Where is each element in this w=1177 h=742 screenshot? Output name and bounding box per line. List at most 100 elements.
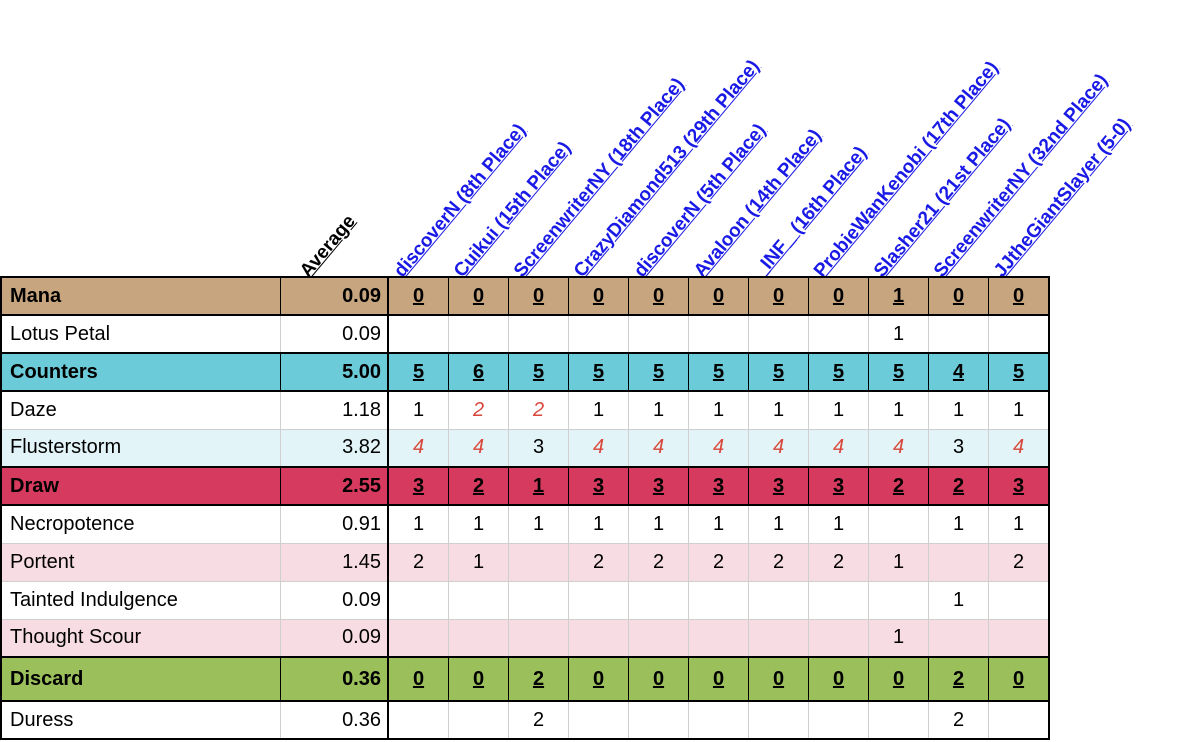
count-cell[interactable] — [387, 580, 449, 620]
count-cell[interactable]: 2 — [448, 390, 509, 430]
count-cell[interactable]: 1 — [448, 504, 509, 544]
count-cell[interactable]: 1 — [868, 390, 929, 430]
count-cell[interactable] — [748, 700, 809, 740]
count-cell[interactable]: 3 — [628, 466, 689, 506]
count-cell[interactable]: 1 — [748, 504, 809, 544]
count-cell[interactable]: 4 — [387, 428, 449, 468]
count-cell[interactable]: 3 — [508, 428, 569, 468]
count-cell[interactable] — [568, 580, 629, 620]
count-cell[interactable]: 1 — [628, 504, 689, 544]
count-cell[interactable]: 1 — [508, 504, 569, 544]
count-cell[interactable] — [748, 580, 809, 620]
count-cell[interactable]: 5 — [748, 352, 809, 392]
count-cell[interactable] — [508, 542, 569, 582]
count-cell[interactable]: 4 — [868, 428, 929, 468]
count-cell[interactable]: 0 — [688, 656, 749, 702]
count-cell[interactable] — [448, 580, 509, 620]
count-cell[interactable]: 1 — [928, 580, 989, 620]
count-cell[interactable] — [808, 618, 869, 658]
count-cell[interactable] — [628, 580, 689, 620]
count-cell[interactable]: 2 — [868, 466, 929, 506]
count-cell[interactable]: 0 — [808, 276, 869, 316]
card-name[interactable]: Necropotence — [0, 504, 281, 544]
average-value[interactable]: 2.55 — [280, 466, 389, 506]
card-name[interactable]: Lotus Petal — [0, 314, 281, 354]
count-cell[interactable]: 0 — [448, 276, 509, 316]
count-cell[interactable]: 2 — [508, 700, 569, 740]
count-cell[interactable]: 2 — [448, 466, 509, 506]
count-cell[interactable] — [868, 580, 929, 620]
count-cell[interactable] — [387, 618, 449, 658]
count-cell[interactable]: 2 — [748, 542, 809, 582]
count-cell[interactable] — [508, 618, 569, 658]
count-cell[interactable]: 1 — [688, 504, 749, 544]
count-cell[interactable] — [448, 618, 509, 658]
count-cell[interactable]: 1 — [868, 618, 929, 658]
count-cell[interactable]: 3 — [748, 466, 809, 506]
count-cell[interactable]: 2 — [508, 390, 569, 430]
count-cell[interactable]: 0 — [568, 656, 629, 702]
card-name[interactable]: Flusterstorm — [0, 428, 281, 468]
count-cell[interactable] — [808, 700, 869, 740]
count-cell[interactable] — [928, 542, 989, 582]
count-cell[interactable]: 1 — [568, 390, 629, 430]
count-cell[interactable]: 3 — [928, 428, 989, 468]
count-cell[interactable]: 5 — [808, 352, 869, 392]
count-cell[interactable] — [688, 618, 749, 658]
card-name[interactable]: Thought Scour — [0, 618, 281, 658]
count-cell[interactable]: 4 — [448, 428, 509, 468]
count-cell[interactable]: 2 — [808, 542, 869, 582]
average-value[interactable]: 0.09 — [280, 276, 389, 316]
category-name[interactable]: Counters — [0, 352, 281, 392]
count-cell[interactable] — [628, 618, 689, 658]
count-cell[interactable]: 1 — [748, 390, 809, 430]
card-name[interactable]: Tainted Indulgence — [0, 580, 281, 620]
count-cell[interactable] — [628, 700, 689, 740]
count-cell[interactable] — [508, 580, 569, 620]
count-cell[interactable]: 1 — [808, 504, 869, 544]
count-cell[interactable] — [928, 314, 989, 354]
count-cell[interactable]: 2 — [568, 542, 629, 582]
count-cell[interactable]: 0 — [628, 276, 689, 316]
count-cell[interactable] — [988, 314, 1050, 354]
count-cell[interactable]: 1 — [928, 504, 989, 544]
count-cell[interactable]: 4 — [988, 428, 1050, 468]
count-cell[interactable]: 1 — [387, 504, 449, 544]
count-cell[interactable]: 2 — [928, 466, 989, 506]
count-cell[interactable] — [988, 618, 1050, 658]
count-cell[interactable]: 5 — [508, 352, 569, 392]
count-cell[interactable]: 5 — [568, 352, 629, 392]
average-value[interactable]: 0.09 — [280, 618, 389, 658]
average-value[interactable]: 0.09 — [280, 580, 389, 620]
count-cell[interactable] — [508, 314, 569, 354]
count-cell[interactable] — [568, 618, 629, 658]
count-cell[interactable] — [748, 618, 809, 658]
count-cell[interactable] — [688, 700, 749, 740]
count-cell[interactable]: 3 — [988, 466, 1050, 506]
count-cell[interactable]: 0 — [988, 656, 1050, 702]
count-cell[interactable] — [748, 314, 809, 354]
count-cell[interactable] — [988, 580, 1050, 620]
count-cell[interactable]: 1 — [628, 390, 689, 430]
count-cell[interactable]: 2 — [628, 542, 689, 582]
count-cell[interactable]: 2 — [508, 656, 569, 702]
player-column-header[interactable]: _INF_ (16th Place) — [750, 142, 872, 282]
count-cell[interactable]: 1 — [868, 314, 929, 354]
count-cell[interactable] — [448, 314, 509, 354]
count-cell[interactable]: 2 — [688, 542, 749, 582]
count-cell[interactable]: 4 — [688, 428, 749, 468]
count-cell[interactable]: 3 — [808, 466, 869, 506]
count-cell[interactable]: 3 — [387, 466, 449, 506]
card-name[interactable]: Daze — [0, 390, 281, 430]
count-cell[interactable]: 2 — [928, 700, 989, 740]
count-cell[interactable]: 1 — [868, 276, 929, 316]
count-cell[interactable] — [387, 700, 449, 740]
count-cell[interactable]: 1 — [988, 504, 1050, 544]
count-cell[interactable]: 0 — [748, 276, 809, 316]
count-cell[interactable] — [568, 314, 629, 354]
count-cell[interactable] — [988, 700, 1050, 740]
count-cell[interactable]: 4 — [568, 428, 629, 468]
count-cell[interactable]: 4 — [628, 428, 689, 468]
category-name[interactable]: Discard — [0, 656, 281, 702]
average-value[interactable]: 3.82 — [280, 428, 389, 468]
